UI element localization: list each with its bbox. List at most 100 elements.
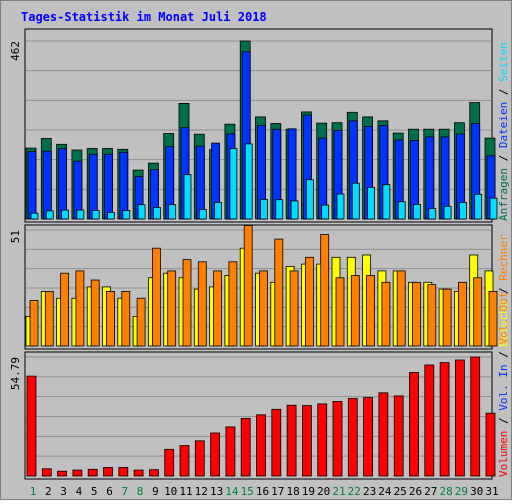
- bar-rechner: [75, 270, 85, 347]
- bar-volumen: [57, 470, 67, 477]
- bar-rechner: [412, 281, 421, 347]
- bar-seiten: [275, 199, 284, 220]
- bar-seiten: [107, 212, 115, 220]
- bar-volumen: [26, 375, 37, 477]
- bar-volumen: [409, 371, 419, 477]
- x-tick-label: 19: [302, 485, 315, 498]
- bar-seiten: [137, 204, 146, 220]
- bar-volumen: [225, 426, 236, 477]
- bar-volumen: [363, 397, 374, 477]
- bar-rechner: [381, 281, 391, 347]
- bar-seiten: [244, 143, 253, 220]
- bar-volumen: [194, 440, 205, 477]
- bar-seiten: [382, 184, 391, 220]
- bar-volumen: [439, 362, 450, 477]
- x-tick-label: 17: [271, 485, 284, 498]
- chart-title: Tages-Statistik im Monat Juli 2018: [21, 10, 267, 24]
- bar-seiten: [91, 210, 100, 220]
- bar-seiten: [30, 212, 39, 220]
- bar-seiten: [260, 198, 268, 220]
- bar-seiten: [45, 210, 54, 220]
- bar-volumen: [301, 405, 312, 477]
- bar-volumen: [210, 432, 221, 477]
- bar-volumen: [256, 414, 266, 477]
- bar-volumen: [164, 448, 175, 477]
- bar-rechner: [442, 288, 452, 347]
- x-tick-label: 13: [210, 485, 223, 498]
- x-tick-label: 25: [394, 485, 407, 498]
- x-tick-label: 24: [378, 485, 392, 498]
- bar-volumen: [454, 359, 465, 477]
- x-tick-label: 6: [106, 485, 113, 498]
- bar-rechner: [90, 279, 100, 347]
- bar-rechner: [289, 270, 299, 347]
- bar-rechner: [243, 225, 253, 347]
- x-tick-label: 29: [455, 485, 468, 498]
- x-tick-label: 27: [424, 485, 437, 498]
- legend-requests-files-pages: Anfragen / Dateien / Seiten: [497, 42, 510, 221]
- bar-seiten: [489, 197, 498, 220]
- x-tick-label: 1: [30, 485, 37, 498]
- bar-volumen: [103, 467, 113, 477]
- bar-volumen: [378, 392, 389, 477]
- bar-rechner: [197, 261, 207, 347]
- bar-rechner: [259, 270, 268, 347]
- bar-volumen: [179, 445, 190, 477]
- bar-volumen: [332, 401, 343, 477]
- bar-dateien: [58, 148, 67, 220]
- bar-volumen: [286, 404, 297, 477]
- bar-rechner: [106, 290, 115, 347]
- bar-volumen: [118, 467, 129, 477]
- bar-rechner: [60, 272, 69, 347]
- bar-volumen: [347, 398, 358, 477]
- bar-volumen: [271, 408, 282, 477]
- bar-dateien: [425, 136, 435, 220]
- bar-rechner: [457, 281, 467, 347]
- bar-rechner: [44, 290, 54, 347]
- bar-rechner: [427, 284, 437, 347]
- x-tick-label: 3: [60, 485, 67, 498]
- y-max-label-visits: 51: [9, 230, 22, 243]
- bar-seiten: [351, 182, 360, 220]
- bar-seiten: [152, 206, 161, 220]
- bar-volumen: [424, 364, 435, 477]
- bar-dateien: [119, 151, 129, 220]
- x-tick-label: 28: [439, 485, 452, 498]
- x-tick-label: 16: [256, 485, 269, 498]
- x-tick-label: 7: [121, 485, 128, 498]
- bar-rechner: [136, 297, 146, 347]
- x-tick-label: 5: [91, 485, 98, 498]
- bar-seiten: [336, 193, 345, 220]
- bar-seiten: [321, 204, 330, 220]
- bar-rechner: [228, 261, 238, 347]
- bar-volumen: [41, 468, 52, 477]
- bar-dateien: [195, 145, 205, 220]
- y-max-label-volume: 54.79: [9, 357, 22, 390]
- bar-seiten: [397, 201, 406, 220]
- bar-rechner: [29, 300, 39, 347]
- bar-rechner: [335, 277, 345, 347]
- side-legend: Anfragen / Dateien / Seiten Besuche / Rec…: [497, 42, 510, 477]
- x-tick-label: 20: [317, 485, 330, 498]
- bar-volumen: [72, 469, 83, 477]
- bar-seiten: [168, 204, 177, 220]
- x-tick-label: 10: [164, 485, 177, 498]
- x-tick-label: 26: [409, 485, 422, 498]
- bar-rechner: [320, 234, 330, 347]
- bar-seiten: [214, 201, 223, 220]
- x-tick-label: 4: [76, 485, 83, 498]
- bar-seiten: [367, 186, 376, 220]
- bar-volumen: [148, 469, 159, 477]
- bar-dateien: [104, 153, 113, 220]
- x-tick-label: 11: [179, 485, 192, 498]
- bar-rechner: [182, 259, 192, 347]
- bar-dateien: [42, 150, 52, 220]
- bar-seiten: [198, 208, 207, 220]
- y-max-label-requests: 462: [9, 41, 22, 61]
- bar-seiten: [61, 209, 69, 220]
- legend-volume: Volumen / Vol. In / Vol. Out: [497, 292, 510, 477]
- bar-volumen: [133, 469, 144, 477]
- x-tick-label: 9: [152, 485, 159, 498]
